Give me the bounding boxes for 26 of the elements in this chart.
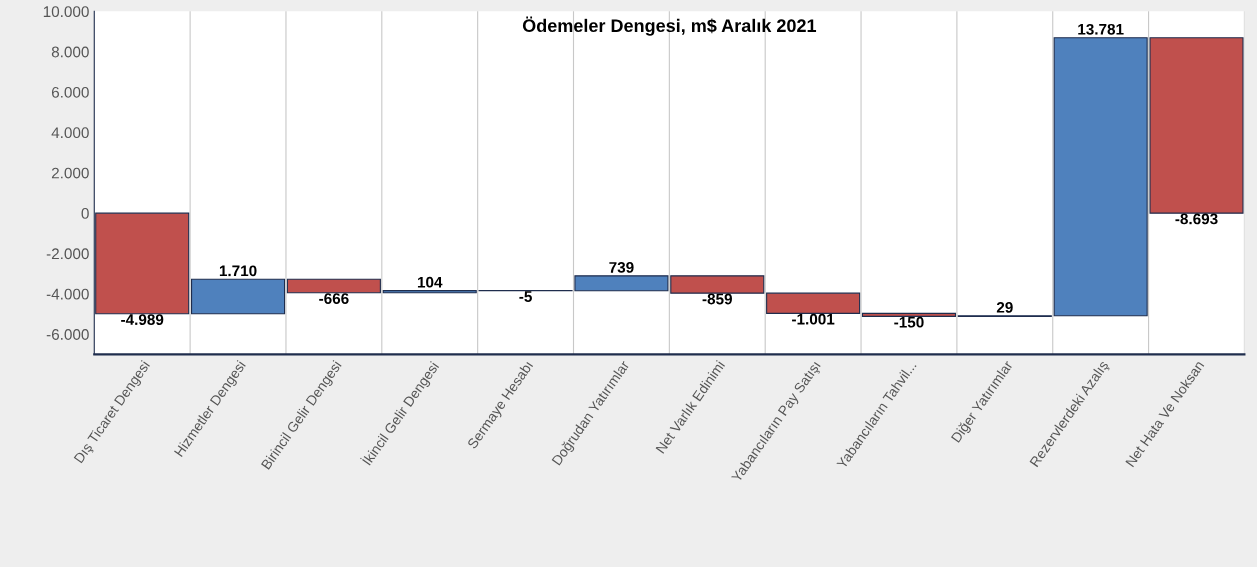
chart-title: Ödemeler Dengesi, m$ Aralık 2021 (522, 16, 817, 36)
data-label: -1.001 (792, 313, 835, 325)
data-label: -8.693 (1175, 213, 1218, 225)
data-label: 29 (996, 301, 1013, 313)
data-label: 13.781 (1078, 23, 1124, 35)
bar (766, 292, 861, 314)
y-tick-label: 10.000 (43, 6, 89, 18)
data-label: 104 (417, 276, 443, 288)
y-tick-label: 2.000 (51, 167, 89, 179)
y-tick-label: -2.000 (46, 248, 89, 260)
y-tick-label: -6.000 (46, 329, 89, 340)
data-label: -859 (702, 293, 732, 305)
bar (191, 278, 286, 315)
data-label: -150 (894, 316, 924, 328)
y-tick-label: 6.000 (51, 86, 89, 98)
y-tick-label: 8.000 (51, 46, 89, 58)
bar (861, 312, 957, 317)
y-tick-label: -4.000 (46, 288, 89, 300)
y-tick-label: 4.000 (51, 127, 89, 139)
data-label: 1.710 (219, 265, 257, 277)
data-label: -666 (319, 293, 349, 304)
y-tick-label: 0 (81, 207, 89, 219)
data-label: -4.989 (121, 314, 164, 326)
data-label: 739 (609, 261, 634, 273)
bar (286, 278, 381, 294)
data-label: -5 (519, 291, 532, 302)
